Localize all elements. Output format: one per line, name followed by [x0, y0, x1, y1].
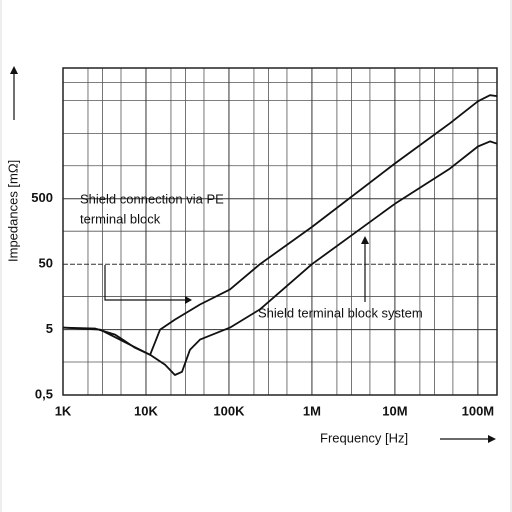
arrowhead — [185, 296, 192, 304]
series-line — [62, 140, 498, 376]
y-tick-label: 50 — [39, 256, 53, 271]
annotation: Shield connection via PE — [80, 191, 224, 206]
y-tick-label: 500 — [31, 190, 53, 205]
y-tick-label: 5 — [46, 321, 53, 336]
y-axis-label: Impedances [mΩ] — [5, 160, 20, 262]
arrowhead — [361, 236, 369, 244]
y-tick-label: 0,5 — [35, 386, 53, 401]
arrowhead — [10, 66, 18, 74]
x-tick-label: 1K — [55, 403, 72, 418]
x-tick-label: 100K — [213, 403, 245, 418]
x-axis-label: Frequency [Hz] — [320, 430, 408, 445]
plot-frame — [62, 67, 498, 396]
x-tick-label: 10M — [382, 403, 407, 418]
annotation-arrow — [104, 265, 185, 301]
arrowhead — [488, 435, 496, 443]
x-tick-label: 1M — [303, 403, 321, 418]
x-tick-label: 10K — [134, 403, 158, 418]
x-tick-label: 100M — [462, 403, 495, 418]
annotation: Shield terminal block system — [258, 305, 423, 320]
series-line — [62, 94, 498, 356]
annotation: terminal block — [80, 211, 161, 226]
